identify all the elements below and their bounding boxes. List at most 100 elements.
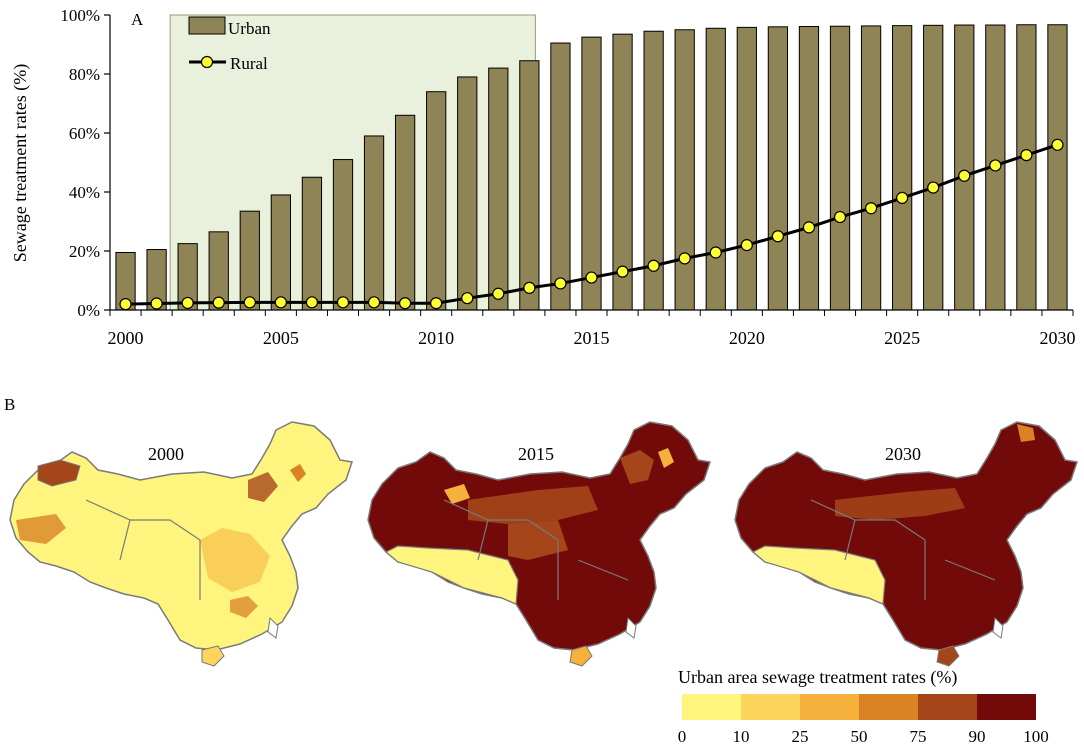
colorbar-cell [800, 694, 859, 720]
y-tick-label: 20% [69, 242, 100, 261]
panel-b-maps: B 2000 2015 [4, 395, 1078, 746]
colorbar-title: Urban area sewage treatment rates (%) [678, 667, 957, 688]
urban-bar [860, 25, 882, 311]
urban-bar [923, 24, 944, 311]
rural-point [399, 297, 412, 310]
urban-bar [488, 67, 509, 311]
rural-point [305, 296, 319, 309]
rural-point [492, 287, 505, 300]
rural-point [1051, 138, 1064, 151]
rural-point [430, 297, 443, 310]
rural-points [119, 138, 1064, 311]
rural-point [367, 296, 381, 309]
rural-point [1020, 149, 1033, 162]
legend: Urban Rural [188, 16, 271, 73]
urban-bar [736, 26, 757, 311]
colorbar-cells [682, 694, 1036, 720]
map-2015: 2015 [367, 421, 711, 667]
rural-point [212, 296, 225, 309]
urban-bars [115, 24, 1068, 311]
colorbar: Urban area sewage treatment rates (%) 0 1… [678, 667, 1049, 746]
colorbar-cell [859, 694, 918, 720]
rural-point [647, 259, 660, 272]
y-tick-label: 80% [69, 65, 100, 84]
rural-point [616, 265, 629, 278]
rural-point [554, 277, 567, 290]
rural-point [958, 169, 971, 182]
colorbar-tick-label: 10 [733, 727, 750, 746]
rural-point [119, 298, 132, 311]
rural-point [585, 271, 598, 284]
urban-bar [767, 26, 789, 311]
panel-a-chart: 0%20%40%60%80%100% 2000 2005 2010 2015 2020 2… [10, 6, 1075, 348]
rural-point [461, 292, 474, 305]
rural-point [709, 246, 722, 259]
y-tick-label: 100% [60, 6, 100, 25]
colorbar-cell [977, 694, 1036, 720]
rural-point [243, 296, 256, 309]
rural-point [336, 296, 350, 309]
rural-point [864, 202, 878, 215]
map-2015-year: 2015 [518, 444, 554, 464]
rural-point [771, 230, 784, 243]
urban-bar [363, 135, 385, 311]
x-tick-label: 2020 [729, 328, 765, 348]
legend-rural-marker [200, 55, 214, 69]
map-2000: 2000 [9, 421, 353, 667]
urban-bar [581, 36, 602, 311]
colorbar-tick-label: 25 [792, 727, 809, 746]
colorbar-ticks: 0 10 25 50 75 90 100 [678, 727, 1049, 746]
legend-urban-label: Urban [228, 19, 271, 38]
urban-bar [426, 91, 447, 311]
colorbar-cell [682, 694, 741, 720]
y-axis-label: Sewage treatment rates (%) [10, 64, 31, 262]
urban-bar [954, 24, 975, 311]
y-tick-label: 0% [77, 301, 100, 320]
map-2000-year: 2000 [148, 444, 184, 464]
rural-point [523, 281, 536, 294]
colorbar-tick-label: 75 [910, 727, 927, 746]
urban-bar [457, 76, 478, 311]
panel-b-label: B [4, 395, 15, 414]
y-ticks: 0% 20% 40% 60% 80% 100% [60, 6, 110, 320]
map-2030: 2030 [734, 421, 1078, 667]
colorbar-tick-label: 90 [969, 727, 986, 746]
x-ticks: 2000 2005 2010 2015 2020 2025 2030 [108, 310, 1075, 348]
map-2030-year: 2030 [885, 444, 921, 464]
colorbar-tick-label: 100 [1023, 727, 1049, 746]
colorbar-cell [741, 694, 800, 720]
x-tick-label: 2030 [1039, 328, 1075, 348]
urban-bar [798, 26, 820, 311]
urban-bar [550, 42, 571, 311]
colorbar-tick-label: 0 [678, 727, 687, 746]
x-tick-label: 2005 [263, 328, 299, 348]
rural-point [802, 221, 816, 234]
rural-point [833, 210, 847, 224]
x-tick-label: 2010 [418, 328, 454, 348]
rural-point [989, 159, 1002, 172]
rural-point [896, 191, 909, 204]
y-tick-label: 40% [69, 183, 100, 202]
urban-bar [332, 159, 354, 311]
rural-point [274, 296, 287, 309]
x-tick-label: 2015 [574, 328, 610, 348]
urban-bar [301, 176, 323, 311]
urban-bar [270, 194, 291, 311]
colorbar-cell [918, 694, 977, 720]
rural-point [740, 239, 753, 252]
rural-point [181, 296, 194, 310]
urban-bar [705, 27, 726, 311]
urban-bar [239, 210, 260, 311]
rural-point [927, 181, 940, 194]
urban-bar [1047, 24, 1068, 311]
x-tick-label: 2000 [108, 328, 144, 348]
x-tick-label: 2025 [884, 328, 920, 348]
urban-bar [519, 60, 540, 311]
colorbar-tick-label: 50 [851, 727, 868, 746]
urban-bar [829, 25, 851, 311]
legend-urban-swatch [188, 16, 226, 35]
y-tick-label: 60% [69, 124, 100, 143]
urban-bar [892, 25, 913, 311]
legend-rural-label: Rural [230, 54, 268, 73]
urban-bar [674, 29, 695, 311]
